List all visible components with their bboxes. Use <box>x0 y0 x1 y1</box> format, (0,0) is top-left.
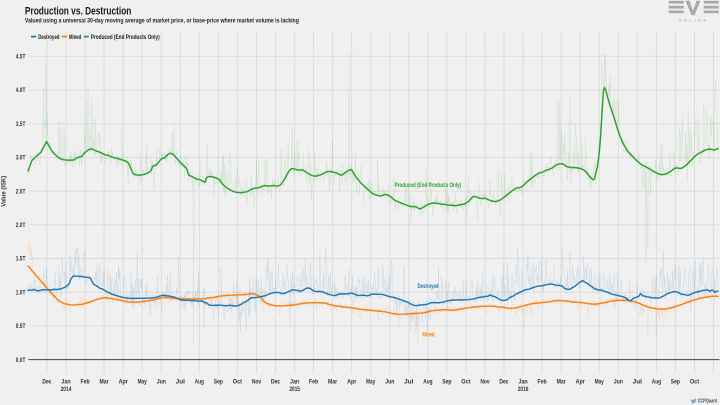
svg-text:Mar: Mar <box>100 379 110 386</box>
svg-text:1.5T: 1.5T <box>16 256 26 263</box>
svg-text:Feb: Feb <box>538 379 547 386</box>
svg-text:Feb: Feb <box>309 379 318 386</box>
svg-text:Jan: Jan <box>519 379 528 386</box>
svg-text:Nov: Nov <box>252 379 262 386</box>
svg-text:0.5T: 0.5T <box>16 323 26 330</box>
svg-text:Aug: Aug <box>423 379 432 386</box>
svg-text:Jun: Jun <box>157 379 166 386</box>
svg-text:Value (ISK): Value (ISK) <box>0 176 7 207</box>
svg-text:Oct: Oct <box>233 379 242 386</box>
svg-text:Mined: Mined <box>422 331 434 338</box>
svg-text:Jul: Jul <box>176 379 185 386</box>
svg-text:May: May <box>366 379 376 386</box>
svg-text:Sep: Sep <box>442 379 451 386</box>
svg-text:Oct: Oct <box>461 379 470 386</box>
svg-text:4.0T: 4.0T <box>16 87 26 94</box>
svg-text:2.0T: 2.0T <box>16 222 26 229</box>
svg-text:Jan: Jan <box>61 379 70 386</box>
svg-text:Dec: Dec <box>271 379 281 386</box>
svg-text:May: May <box>595 379 605 386</box>
svg-text:Oct: Oct <box>690 379 699 386</box>
svg-text:May: May <box>138 379 148 386</box>
svg-text:Mar: Mar <box>557 379 567 386</box>
svg-text:Produced (End Products Only): Produced (End Products Only) <box>91 34 160 41</box>
svg-text:Apr: Apr <box>576 379 586 386</box>
svg-text:2016: 2016 <box>518 386 529 393</box>
svg-text:2014: 2014 <box>61 386 72 393</box>
svg-text:Aug: Aug <box>652 379 661 386</box>
svg-text:Apr: Apr <box>347 379 357 386</box>
svg-text:3.5T: 3.5T <box>16 121 26 128</box>
svg-text:Jul: Jul <box>633 379 642 386</box>
svg-text:Dec: Dec <box>499 379 509 386</box>
svg-text:Nov: Nov <box>480 379 490 386</box>
svg-text:Valued using a universal 30-da: Valued using a universal 30-day moving a… <box>25 17 299 24</box>
svg-text:1.0T: 1.0T <box>16 289 26 296</box>
svg-text:Sep: Sep <box>214 379 223 386</box>
svg-text:4.5T: 4.5T <box>16 54 26 61</box>
svg-text:Aug: Aug <box>195 379 204 386</box>
svg-text:Destroyed: Destroyed <box>418 283 439 290</box>
svg-text:2.5T: 2.5T <box>16 188 26 195</box>
svg-text:Produced (End Products Only): Produced (End Products Only) <box>395 182 462 189</box>
svg-text:Sep: Sep <box>671 379 680 386</box>
svg-text:Feb: Feb <box>81 379 90 386</box>
svg-text:CCPQuant: CCPQuant <box>698 399 717 405</box>
svg-text:Jan: Jan <box>290 379 299 386</box>
svg-text:Jun: Jun <box>614 379 623 386</box>
svg-text:2015: 2015 <box>289 386 300 393</box>
svg-text:Mar: Mar <box>328 379 338 386</box>
svg-text:Mined: Mined <box>69 34 81 41</box>
svg-text:Apr: Apr <box>119 379 129 386</box>
svg-text:ONLINE: ONLINE <box>678 19 708 23</box>
svg-text:Destroyed: Destroyed <box>38 34 59 41</box>
svg-text:3.0T: 3.0T <box>16 155 26 162</box>
svg-text:Dec: Dec <box>42 379 52 386</box>
svg-text:Production vs. Destruction: Production vs. Destruction <box>25 5 131 17</box>
svg-text:Jul: Jul <box>404 379 413 386</box>
svg-text:0.0T: 0.0T <box>16 357 26 364</box>
svg-text:Jun: Jun <box>385 379 394 386</box>
